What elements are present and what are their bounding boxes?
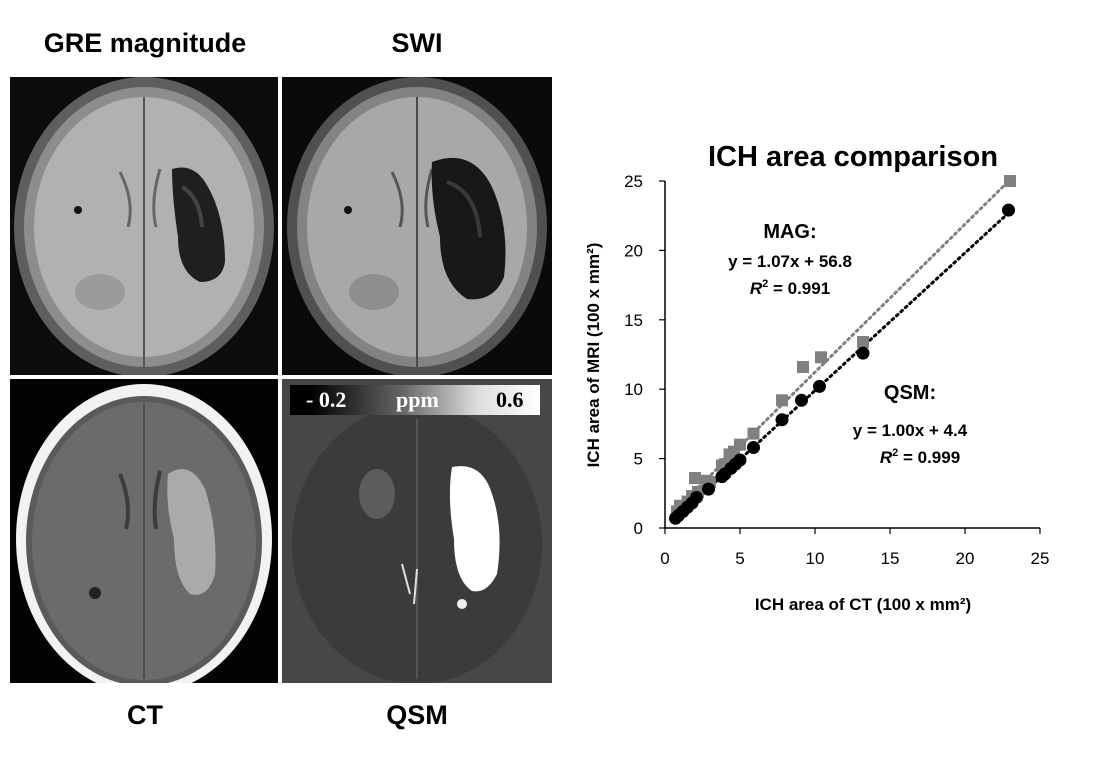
qsm-colorbar: - 0.2 ppm 0.6 <box>290 385 540 415</box>
qsm-fit-equation: y = 1.00x + 4.4 <box>853 421 968 440</box>
x-tick-label: 10 <box>806 549 825 568</box>
qsm-label: QSM <box>386 700 448 730</box>
mag-point <box>734 438 746 451</box>
x-tick-label: 5 <box>735 549 744 568</box>
x-tick-label: 0 <box>660 549 669 568</box>
mag-point <box>797 360 809 373</box>
x-tick-label: 20 <box>956 549 975 568</box>
mag-point <box>747 427 760 440</box>
qsm-r-label: R <box>880 448 893 467</box>
y-axis-label: ICH area of MRI (100 x mm²) <box>584 243 603 468</box>
swi-image <box>282 77 552 375</box>
colorbar-min-label: - 0.2 <box>306 387 347 412</box>
y-tick-label: 5 <box>634 450 643 469</box>
gre-magnitude-label: GRE magnitude <box>43 28 247 58</box>
qsm-point <box>733 453 747 467</box>
qsm-r-superscript: 2 <box>892 447 898 459</box>
mag-point <box>1004 175 1016 187</box>
mag-r-superscript: 2 <box>762 278 768 290</box>
qsm-point <box>813 379 826 393</box>
mag-point <box>689 472 701 485</box>
qsm-point <box>1002 203 1015 217</box>
qsm-fit-label: QSM: <box>884 382 936 404</box>
y-tick-label: 0 <box>634 519 643 538</box>
mag-point <box>857 336 869 349</box>
mag-r-label: R <box>750 279 763 298</box>
x-axis-label: ICH area of CT (100 x mm²) <box>755 595 971 614</box>
y-tick-label: 25 <box>624 172 643 191</box>
y-tick-label: 15 <box>624 311 643 330</box>
mag-point <box>776 394 788 407</box>
qsm-point <box>747 440 760 454</box>
mag-fit-equation: y = 1.07x + 56.8 <box>728 252 852 271</box>
qsm-r-squared: R2 = 0.999 <box>880 447 960 467</box>
qsm-point <box>702 482 715 496</box>
swi-label: SWI <box>391 28 443 58</box>
x-tick-label: 25 <box>1031 549 1050 568</box>
qsm-point <box>856 346 870 360</box>
qsm-point <box>690 490 703 504</box>
y-tick-label: 10 <box>624 380 643 399</box>
mag-point <box>815 351 827 364</box>
chart-title: ICH area comparison <box>708 141 998 173</box>
gre-magnitude-image <box>10 77 278 375</box>
colorbar-max-label: 0.6 <box>496 387 524 412</box>
mag-r-squared: R2 = 0.991 <box>750 278 830 298</box>
qsm-r-value: = 0.999 <box>898 448 960 467</box>
qsm-image <box>282 379 552 683</box>
y-tick-label: 20 <box>624 241 643 260</box>
qsm-point <box>795 393 808 407</box>
qsm-point <box>775 413 789 427</box>
colorbar-unit-label: ppm <box>396 387 439 412</box>
ct-image <box>10 379 278 683</box>
mag-fit-label: MAG: <box>763 221 816 243</box>
mag-r-value: = 0.991 <box>768 279 830 298</box>
ct-label: CT <box>127 700 163 730</box>
ich-area-scatter-chart: ICH area comparison ICH area of MRI (100… <box>584 141 1050 614</box>
x-tick-label: 15 <box>881 549 900 568</box>
